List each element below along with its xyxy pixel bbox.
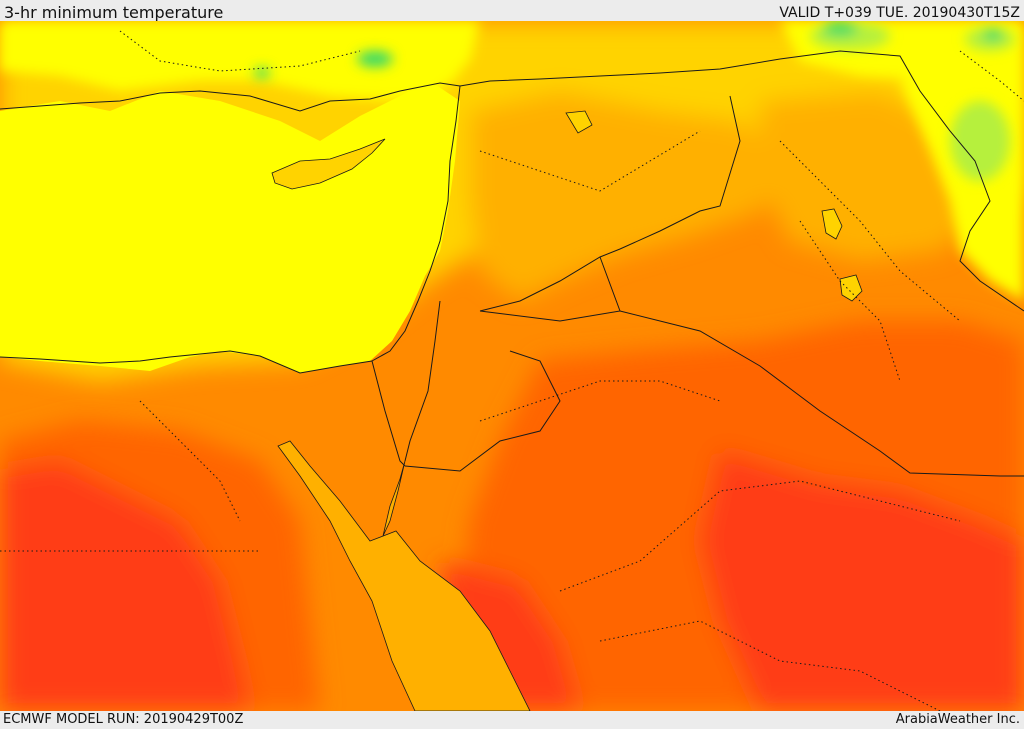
dotted-boundary-saudi-2	[599, 620, 941, 711]
border-syria-iraq	[479, 95, 741, 312]
border-sinai	[371, 360, 406, 467]
dotted-boundary-iran	[959, 50, 1024, 102]
red-sea	[277, 440, 531, 711]
credit: ArabiaWeather Inc.	[895, 712, 1020, 727]
dotted-boundary-turkey	[119, 30, 361, 72]
coastline-egypt-north	[0, 350, 373, 374]
border-jordan-saudi	[479, 256, 621, 322]
cyprus-island	[271, 138, 386, 190]
mediterranean-sea	[0, 81, 460, 373]
coastline-levant	[371, 85, 461, 362]
map-title: 3-hr minimum temperature	[4, 3, 224, 22]
lake-assad	[565, 110, 593, 134]
field-green-west-2	[254, 68, 270, 78]
border-saudi-iraq	[619, 310, 1024, 477]
field-green-east-3	[822, 22, 858, 36]
map-footer: ECMWF MODEL RUN: 20190429T00Z ArabiaWeat…	[0, 711, 1024, 729]
border-saudi-jordan-south	[404, 350, 561, 472]
dotted-boundary-syria	[479, 130, 701, 192]
lake-razazza	[839, 274, 863, 302]
field-light-orange-syria	[470, 91, 800, 301]
valid-time: VALID T+039 TUE. 20190430T15Z	[779, 5, 1020, 21]
dotted-boundary-iraq	[779, 140, 961, 322]
border-iraq-iran	[779, 50, 1024, 312]
lake-tharthar	[821, 208, 843, 240]
dotted-boundary-jordan	[479, 380, 721, 422]
model-run: ECMWF MODEL RUN: 20190429T00Z	[3, 712, 244, 727]
temperature-map[interactable]	[0, 21, 1024, 711]
field-green-west	[357, 51, 393, 67]
field-green-zagros	[950, 101, 1010, 181]
coastline-turkey-south	[0, 82, 461, 112]
border-syria-turkey	[459, 58, 781, 87]
border-jordan-west	[404, 300, 441, 462]
map-header: 3-hr minimum temperature VALID T+039 TUE…	[0, 0, 1024, 22]
field-red-orange-egypt	[0, 461, 250, 711]
field-red-orange-saudi	[700, 451, 1024, 711]
dotted-boundary-egypt-2	[139, 400, 241, 522]
field-yellow-anatolia	[150, 31, 460, 96]
dotted-boundary-iraq-2	[799, 220, 901, 382]
field-green-east-4	[983, 29, 1003, 41]
